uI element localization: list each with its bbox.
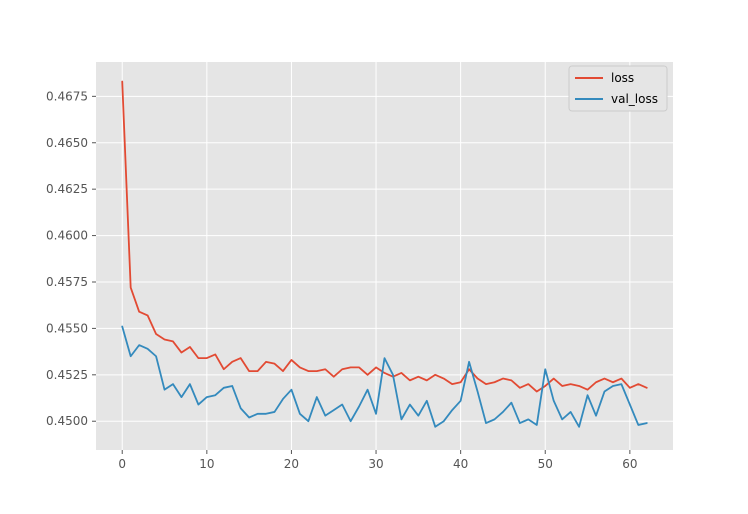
series-line-loss [121, 80, 648, 393]
x-tick-label: 60 [622, 457, 637, 471]
y-tick-label: 0.4550 [46, 321, 88, 335]
y-axis-ticks: 0.4500 0.4525 0.4550 0.4575 0.4600 0.4625 0.46… [46, 89, 96, 428]
plot-area-background [96, 62, 673, 450]
y-tick-label: 0.4675 [46, 89, 88, 103]
x-tick-label: 0 [118, 457, 126, 471]
x-tick-label: 20 [284, 457, 299, 471]
series-lines [121, 80, 648, 428]
grid-lines [96, 62, 673, 450]
y-tick-label: 0.4500 [46, 414, 88, 428]
x-axis-ticks: 0 10 20 30 40 50 60 [118, 450, 637, 471]
y-tick-label: 0.4600 [46, 229, 88, 243]
series-line-val-loss [121, 325, 648, 428]
y-tick-label: 0.4525 [46, 368, 88, 382]
legend-label-loss: loss [611, 71, 634, 85]
y-tick-label: 0.4575 [46, 275, 88, 289]
y-tick-label: 0.4650 [46, 136, 88, 150]
legend-label-val-loss: val_loss [611, 92, 658, 106]
x-tick-label: 30 [368, 457, 383, 471]
x-tick-label: 40 [453, 457, 468, 471]
legend: loss val_loss [568, 65, 668, 112]
x-tick-label: 50 [538, 457, 553, 471]
x-tick-label: 10 [199, 457, 214, 471]
y-tick-label: 0.4625 [46, 182, 88, 196]
